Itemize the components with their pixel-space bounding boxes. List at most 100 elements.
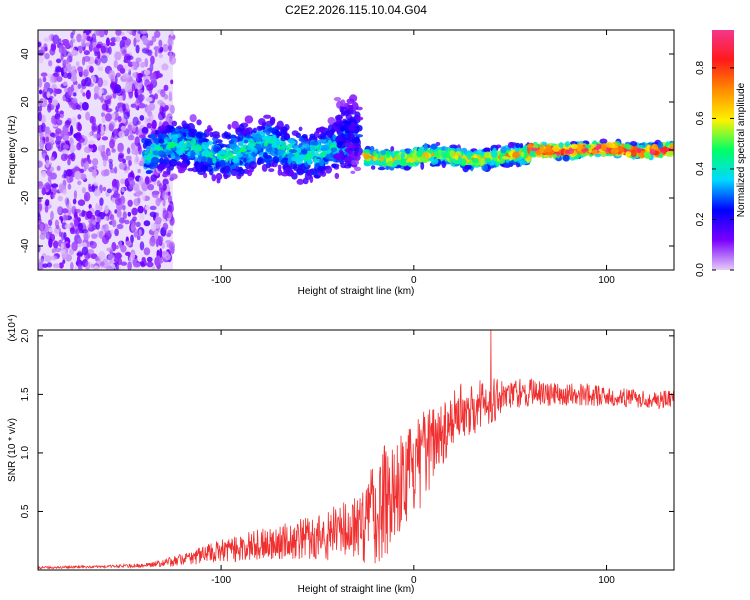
- spectrogram-cell: [159, 46, 164, 53]
- spectrogram-cell: [167, 141, 177, 149]
- spectrogram-cell: [515, 142, 521, 149]
- spectrogram-cell: [500, 146, 507, 154]
- spectrogram-cell: [116, 210, 122, 218]
- spectrogram-cell: [321, 144, 330, 151]
- spectrogram-cell: [172, 135, 178, 144]
- spectrogram-cell: [151, 119, 157, 129]
- spectrogram-cell: [298, 126, 303, 132]
- spectrogram-cell: [45, 136, 50, 143]
- spectrogram-cell: [291, 156, 298, 162]
- spectrogram-cell: [512, 151, 520, 159]
- spectrogram-cell: [340, 126, 346, 131]
- spectrogram-cell: [490, 150, 498, 158]
- spectrogram-cell: [457, 156, 463, 165]
- spectrogram-cell: [101, 150, 106, 158]
- spectrogram-cell: [143, 69, 151, 76]
- spectrogram-cell: [44, 52, 50, 60]
- spectrogram-cell: [87, 36, 94, 42]
- spectrogram-cell: [99, 197, 104, 206]
- spectrogram-cell: [83, 32, 87, 40]
- spectrogram-cell: [191, 137, 197, 146]
- spectrogram-cell: [272, 134, 277, 141]
- spectrogram-cell: [263, 142, 268, 147]
- spectrogram-y-tick-label: -20: [20, 190, 31, 205]
- spectrogram-cell: [433, 158, 439, 165]
- spectrogram-cell: [128, 159, 133, 167]
- spectrogram-cell: [82, 69, 89, 77]
- spectrogram-cell: [588, 149, 593, 154]
- spectrogram-cell: [81, 56, 86, 66]
- spectrogram-cell: [101, 144, 106, 149]
- spectrogram-cell: [71, 49, 79, 57]
- spectrogram-cell: [334, 127, 341, 132]
- spectrogram-cell: [454, 154, 459, 160]
- spectrogram-cell: [362, 149, 371, 154]
- spectrogram-cell: [313, 174, 320, 179]
- spectrogram-cell: [467, 164, 472, 169]
- spectrogram-cell: [127, 183, 134, 190]
- spectrogram-cell: [75, 228, 81, 235]
- spectrogram-x-ticks: -100 0 100: [211, 30, 615, 286]
- spectrogram-cell: [397, 159, 406, 164]
- spectrogram-cell: [86, 210, 93, 219]
- spectrogram-cell: [122, 103, 126, 112]
- spectrogram-cell: [405, 149, 411, 154]
- spectrogram-cell: [105, 37, 110, 47]
- spectrogram-cell: [135, 221, 141, 228]
- spectrogram-cell: [304, 172, 312, 180]
- spectrogram-cell: [340, 99, 346, 108]
- spectrogram-cell: [501, 156, 510, 160]
- spectrogram-cell: [72, 92, 77, 97]
- spectrogram-cell: [105, 95, 113, 100]
- spectrogram-cell: [115, 261, 119, 270]
- spectrogram-cell: [332, 134, 337, 140]
- spectrogram-cell: [279, 129, 288, 138]
- spectrogram-cell: [148, 83, 154, 91]
- spectrogram-cell: [212, 134, 221, 139]
- spectrogram-cell: [636, 144, 644, 150]
- spectrogram-cell: [118, 130, 125, 139]
- spectrogram-cell: [333, 97, 342, 102]
- spectrogram-cell: [43, 85, 48, 93]
- spectrogram-cell: [282, 165, 286, 170]
- spectrogram-cell: [327, 117, 336, 125]
- spectrogram-cell: [201, 141, 209, 150]
- spectrogram-cell: [230, 168, 239, 177]
- spectrogram-cell: [146, 122, 152, 129]
- spectrogram-cell: [115, 179, 120, 190]
- spectrogram-cell: [59, 215, 64, 221]
- spectrogram-cell: [265, 144, 273, 153]
- spectrogram-cell: [39, 233, 46, 240]
- spectrogram-cell: [127, 134, 135, 141]
- spectrogram-cell: [390, 145, 395, 153]
- spectrogram-cell: [264, 135, 273, 141]
- colorbar-tick-label: 0.2: [695, 212, 706, 226]
- spectrogram-cell: [186, 160, 191, 166]
- spectrogram-cell: [71, 116, 77, 126]
- spectrogram-cell: [38, 105, 43, 112]
- spectrogram-cell: [153, 46, 160, 51]
- spectrogram-cell: [202, 155, 207, 162]
- spectrogram-cell: [77, 263, 82, 270]
- spectrogram-cell: [38, 261, 44, 270]
- spectrogram-cell: [97, 77, 104, 88]
- spectrogram-cell: [77, 137, 85, 143]
- spectrogram-cell: [258, 126, 266, 131]
- spectrogram-cell: [168, 241, 175, 251]
- spectrogram-cell: [354, 116, 364, 121]
- spectrogram-cell: [102, 79, 109, 86]
- spectrogram-cell: [301, 143, 310, 149]
- spectrogram-cell: [40, 114, 46, 124]
- spectrogram-cell: [77, 66, 84, 72]
- spectrogram-cell: [67, 153, 74, 160]
- spectrogram-cell: [108, 69, 116, 80]
- spectrogram-cell: [56, 119, 63, 126]
- spectrogram-y-tick-label: 20: [20, 96, 31, 108]
- spectrogram-cell: [127, 124, 133, 132]
- colorbar-ticks: 0.0 0.2 0.4 0.6 0.8: [695, 61, 734, 277]
- spectrogram-cell: [52, 72, 60, 77]
- spectrogram-cell: [66, 173, 73, 184]
- spectrogram-cell: [267, 127, 276, 132]
- spectrogram-cell: [257, 157, 263, 163]
- spectrogram-cell: [62, 81, 68, 87]
